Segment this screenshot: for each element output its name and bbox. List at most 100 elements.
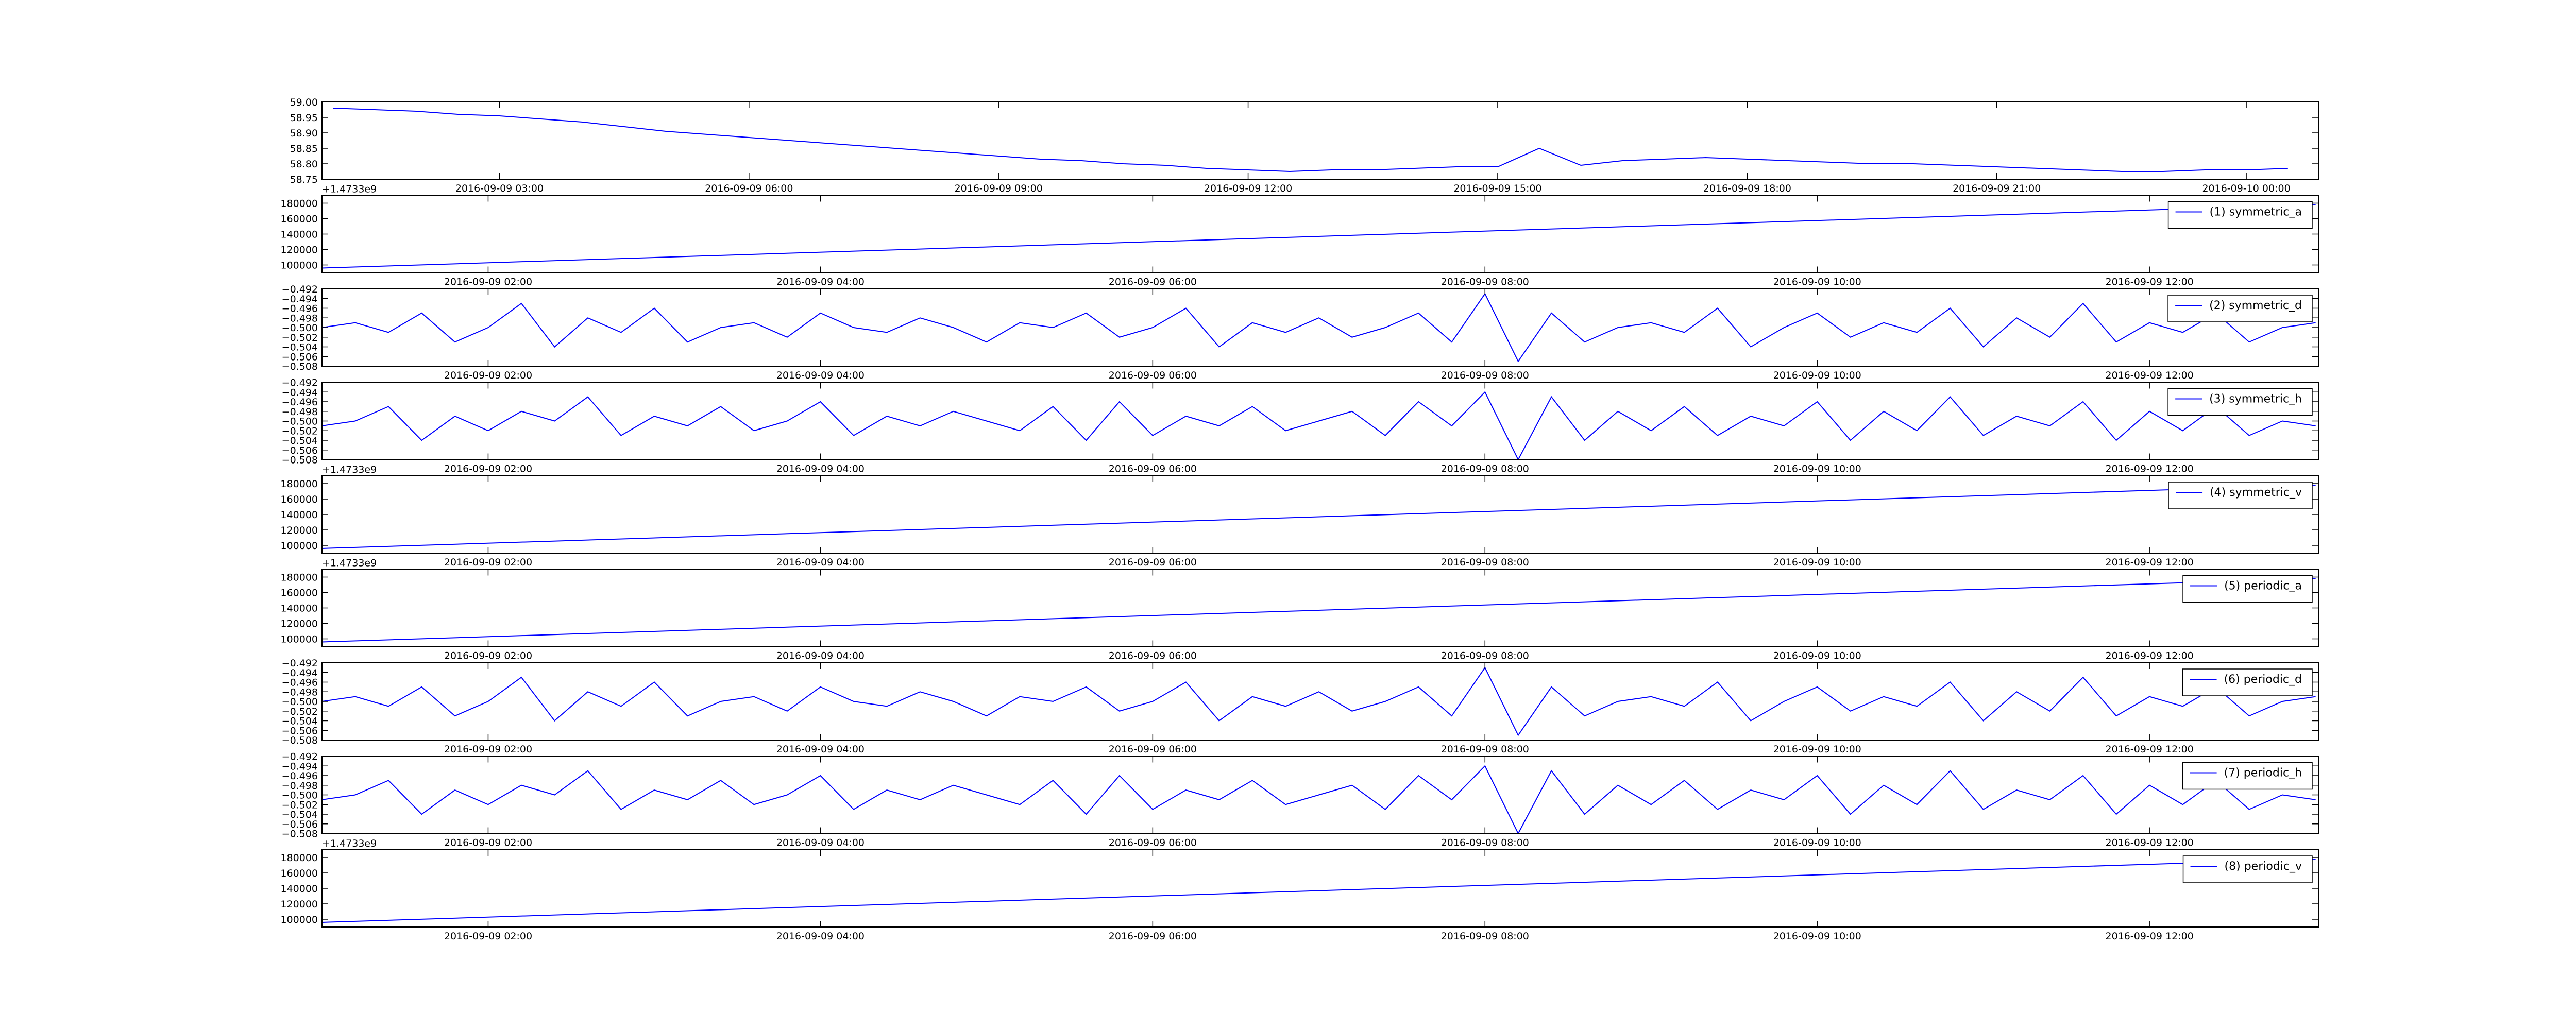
y-tick-label: −0.506 <box>282 725 318 736</box>
y-tick-label: −0.496 <box>282 397 318 408</box>
x-tick-label: 2016-09-09 08:00 <box>1441 837 1529 849</box>
y-tick-label: −0.498 <box>282 313 318 324</box>
subplot: 58.75 58.80 58.85 58.90 58.95 59.00 2016-09-09… <box>290 97 2319 194</box>
series-line <box>322 765 2316 834</box>
y-tick-label: 58.80 <box>290 159 318 170</box>
x-tick-label: 2016-09-09 04:00 <box>776 370 865 381</box>
y-tick-label: 58.95 <box>290 112 318 124</box>
x-tick-label: 2016-09-09 02:00 <box>444 837 532 849</box>
axes-frame <box>321 849 2319 928</box>
x-tick-label: 2016-09-09 10:00 <box>1773 650 1861 662</box>
axes-frame <box>321 101 2319 180</box>
y-tick-label: −0.494 <box>282 294 318 305</box>
x-tick-label: 2016-09-09 02:00 <box>444 277 532 288</box>
axes-frame <box>321 382 2319 460</box>
x-tick-label: 2016-09-09 02:00 <box>444 650 532 662</box>
legend-box <box>2182 855 2313 883</box>
subplot: −0.508−0.506−0.504−0.502−0.500−0.498−0.4… <box>282 377 2319 475</box>
x-tick-label: 2016-09-09 12:00 <box>2106 557 2194 568</box>
y-tick-label: −0.492 <box>282 377 318 389</box>
y-tick-label: 180000 <box>280 572 318 583</box>
plot-area <box>322 485 2316 549</box>
plot-area <box>322 765 2316 834</box>
series-line <box>322 859 2316 923</box>
axes-frame <box>321 756 2319 834</box>
legend-label: (8) periodic_v <box>2225 860 2302 873</box>
subplot: −0.508−0.506−0.504−0.502−0.500−0.498−0.4… <box>282 658 2319 755</box>
y-tick-label: 58.85 <box>290 143 318 154</box>
y-tick-label: 100000 <box>280 260 318 271</box>
subplot: 100000 120000 140000 160000 180000 2016-09-09… <box>280 184 2319 288</box>
x-tick-label: 2016-09-09 08:00 <box>1441 650 1529 662</box>
y-tick-label: 58.75 <box>290 174 318 185</box>
x-tick-label: 2016-09-09 02:00 <box>444 744 532 755</box>
legend-label: (4) symmetric_v <box>2210 486 2302 499</box>
y-tick-label: −0.498 <box>282 686 318 698</box>
y-tick-label: −0.492 <box>282 751 318 763</box>
x-tick-label: 2016-09-09 08:00 <box>1441 931 1529 942</box>
y-tick-label: −0.494 <box>282 387 318 398</box>
x-tick-label: 2016-09-09 12:00 <box>1204 183 1292 194</box>
x-tick-label: 2016-09-09 18:00 <box>1703 183 1791 194</box>
y-tick-label: −0.492 <box>282 284 318 295</box>
x-tick-label: 2016-09-09 06:00 <box>1109 557 1197 568</box>
y-tick-label: −0.500 <box>282 416 318 427</box>
subplot: 100000 120000 140000 160000 180000 2016-09-09… <box>280 464 2319 568</box>
axes-frame <box>321 475 2319 554</box>
y-tick-label: −0.494 <box>282 667 318 679</box>
x-tick-label: 2016-09-09 10:00 <box>1773 277 1861 288</box>
y-tick-label: −0.492 <box>282 658 318 669</box>
y-offset-label: +1.4733e9 <box>322 558 377 569</box>
x-tick-label: 2016-09-09 12:00 <box>2106 650 2194 662</box>
legend-box <box>2182 668 2313 696</box>
legend: (1) symmetric_a <box>2167 201 2313 229</box>
y-tick-label: 180000 <box>280 478 318 490</box>
x-tick-label: 2016-09-09 12:00 <box>2106 931 2194 942</box>
x-tick-label: 2016-09-09 02:00 <box>444 931 532 942</box>
y-tick-label: −0.502 <box>282 706 318 717</box>
legend-label: (2) symmetric_d <box>2209 299 2302 312</box>
plot-area <box>322 391 2316 460</box>
legend-box <box>2182 575 2313 603</box>
y-tick-label: 140000 <box>280 883 318 895</box>
y-tick-label: 160000 <box>280 588 318 599</box>
legend: (3) symmetric_h <box>2167 388 2313 416</box>
x-tick-label: 2016-09-09 10:00 <box>1773 557 1861 568</box>
legend: (7) periodic_h <box>2182 762 2313 790</box>
legend: (6) periodic_d <box>2182 668 2313 696</box>
x-tick-label: 2016-09-09 12:00 <box>2106 370 2194 381</box>
x-tick-label: 2016-09-09 12:00 <box>2106 464 2194 475</box>
x-tick-label: 2016-09-09 08:00 <box>1441 557 1529 568</box>
y-tick-label: −0.496 <box>282 303 318 315</box>
legend-box <box>2167 201 2313 229</box>
y-tick-label: 160000 <box>280 214 318 225</box>
y-tick-label: −0.498 <box>282 406 318 418</box>
x-tick-label: 2016-09-09 10:00 <box>1773 744 1861 755</box>
x-tick-label: 2016-09-09 21:00 <box>1953 183 2041 194</box>
y-tick-label: 160000 <box>280 494 318 505</box>
y-tick-label: 120000 <box>280 619 318 630</box>
legend-box <box>2167 295 2313 322</box>
plot-area <box>322 293 2316 363</box>
x-tick-label: 2016-09-09 10:00 <box>1773 464 1861 475</box>
x-tick-label: 2016-09-09 08:00 <box>1441 744 1529 755</box>
x-tick-label: 2016-09-09 06:00 <box>705 183 793 194</box>
x-tick-label: 2016-09-09 04:00 <box>776 464 865 475</box>
x-tick-label: 2016-09-09 10:00 <box>1773 931 1861 942</box>
y-tick-label: −0.506 <box>282 351 318 363</box>
plot-area <box>333 108 2288 173</box>
y-tick-label: −0.504 <box>282 716 318 727</box>
y-tick-label: −0.500 <box>282 790 318 801</box>
axes-frame <box>321 288 2319 367</box>
legend: (8) periodic_v <box>2182 855 2313 883</box>
y-tick-label: −0.506 <box>282 819 318 830</box>
x-tick-label: 2016-09-09 04:00 <box>776 931 865 942</box>
legend-box <box>2168 482 2313 509</box>
legend-label: (3) symmetric_h <box>2209 393 2302 406</box>
y-tick-label: 59.00 <box>290 97 318 108</box>
x-tick-label: 2016-09-09 12:00 <box>2106 744 2194 755</box>
y-tick-label: −0.500 <box>282 696 318 708</box>
subplot: −0.508−0.506−0.504−0.502−0.500−0.498−0.4… <box>282 751 2319 849</box>
y-tick-label: −0.508 <box>282 361 318 372</box>
